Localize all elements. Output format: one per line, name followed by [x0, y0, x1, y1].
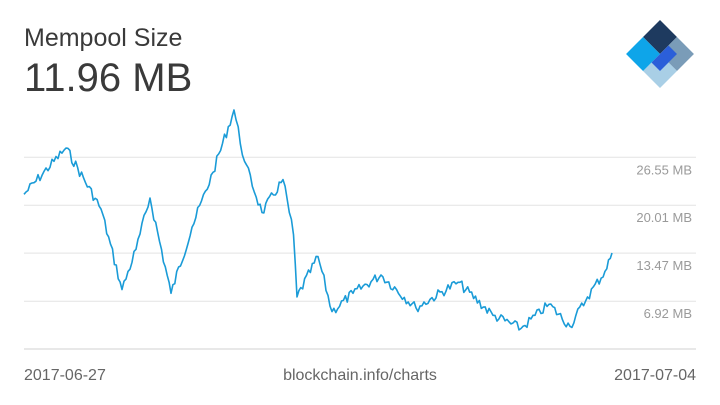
x-axis-start-date: 2017-06-27 — [24, 367, 106, 384]
chart-title: Mempool Size — [24, 24, 183, 52]
x-axis-end-date: 2017-07-04 — [614, 367, 696, 384]
grid-lines — [24, 156, 696, 350]
y-tick-label: 13.47 MB — [636, 258, 692, 273]
y-tick-labels: 6.92 MB 13.47 MB 20.01 MB 26.55 MB — [636, 162, 692, 321]
y-tick-label: 26.55 MB — [636, 162, 692, 177]
blockchain-logo-icon — [622, 16, 698, 97]
y-tick-label: 6.92 MB — [644, 306, 692, 321]
current-value: 11.96 MB — [24, 56, 193, 100]
mempool-series-line — [23, 109, 613, 331]
source-label: blockchain.info/charts — [283, 367, 437, 384]
y-tick-label: 20.01 MB — [636, 210, 692, 225]
